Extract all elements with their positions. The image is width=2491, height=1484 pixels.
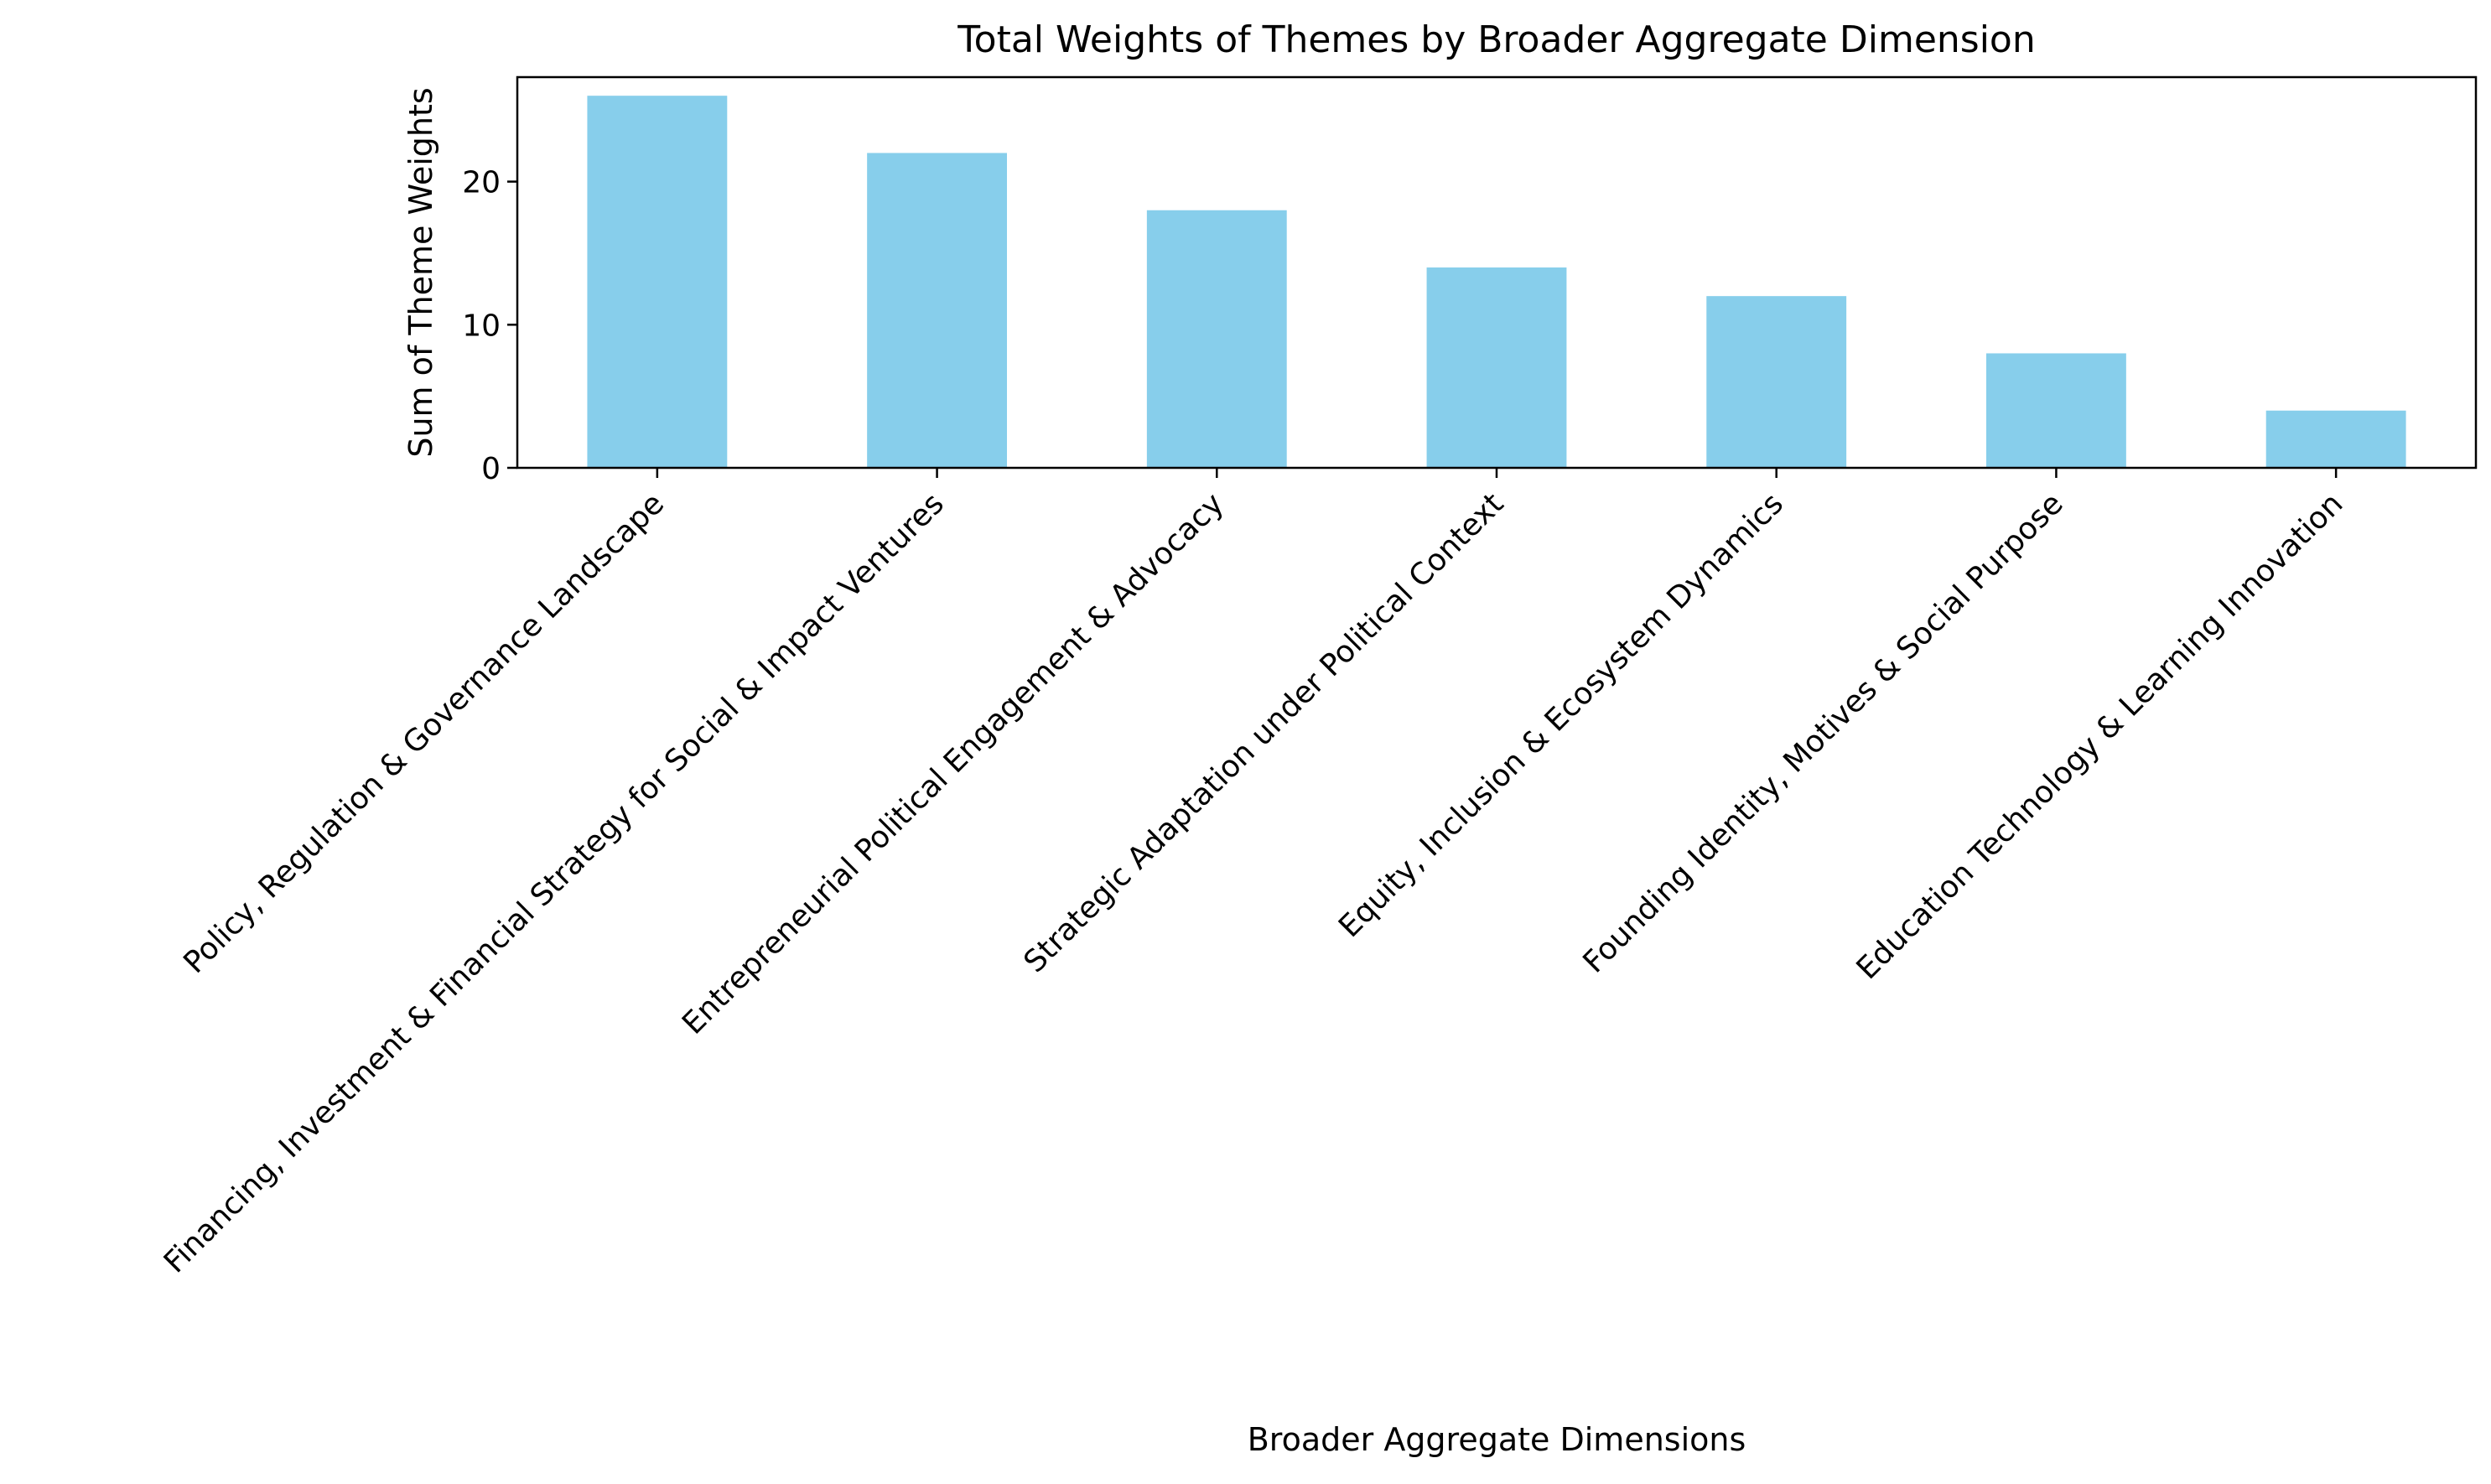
y-tick-label: 10 bbox=[462, 309, 501, 343]
bar bbox=[1426, 267, 1567, 468]
chart-title: Total Weights of Themes by Broader Aggre… bbox=[957, 18, 2035, 61]
plot-area-frame bbox=[516, 75, 2478, 470]
bar bbox=[1986, 353, 2126, 468]
bar bbox=[867, 153, 1007, 468]
x-axis-label: Broader Aggregate Dimensions bbox=[1248, 1421, 1746, 1458]
bar bbox=[1146, 210, 1287, 468]
bar bbox=[2265, 410, 2406, 468]
bar bbox=[587, 96, 728, 468]
bar bbox=[1706, 296, 1847, 468]
y-axis-label: Sum of Theme Weights bbox=[402, 87, 439, 457]
y-tick-label: 0 bbox=[481, 452, 501, 486]
y-tick-label: 20 bbox=[462, 166, 501, 200]
y-axis-ticks: 0 10 20 bbox=[462, 166, 517, 486]
bars-group bbox=[587, 96, 2406, 468]
